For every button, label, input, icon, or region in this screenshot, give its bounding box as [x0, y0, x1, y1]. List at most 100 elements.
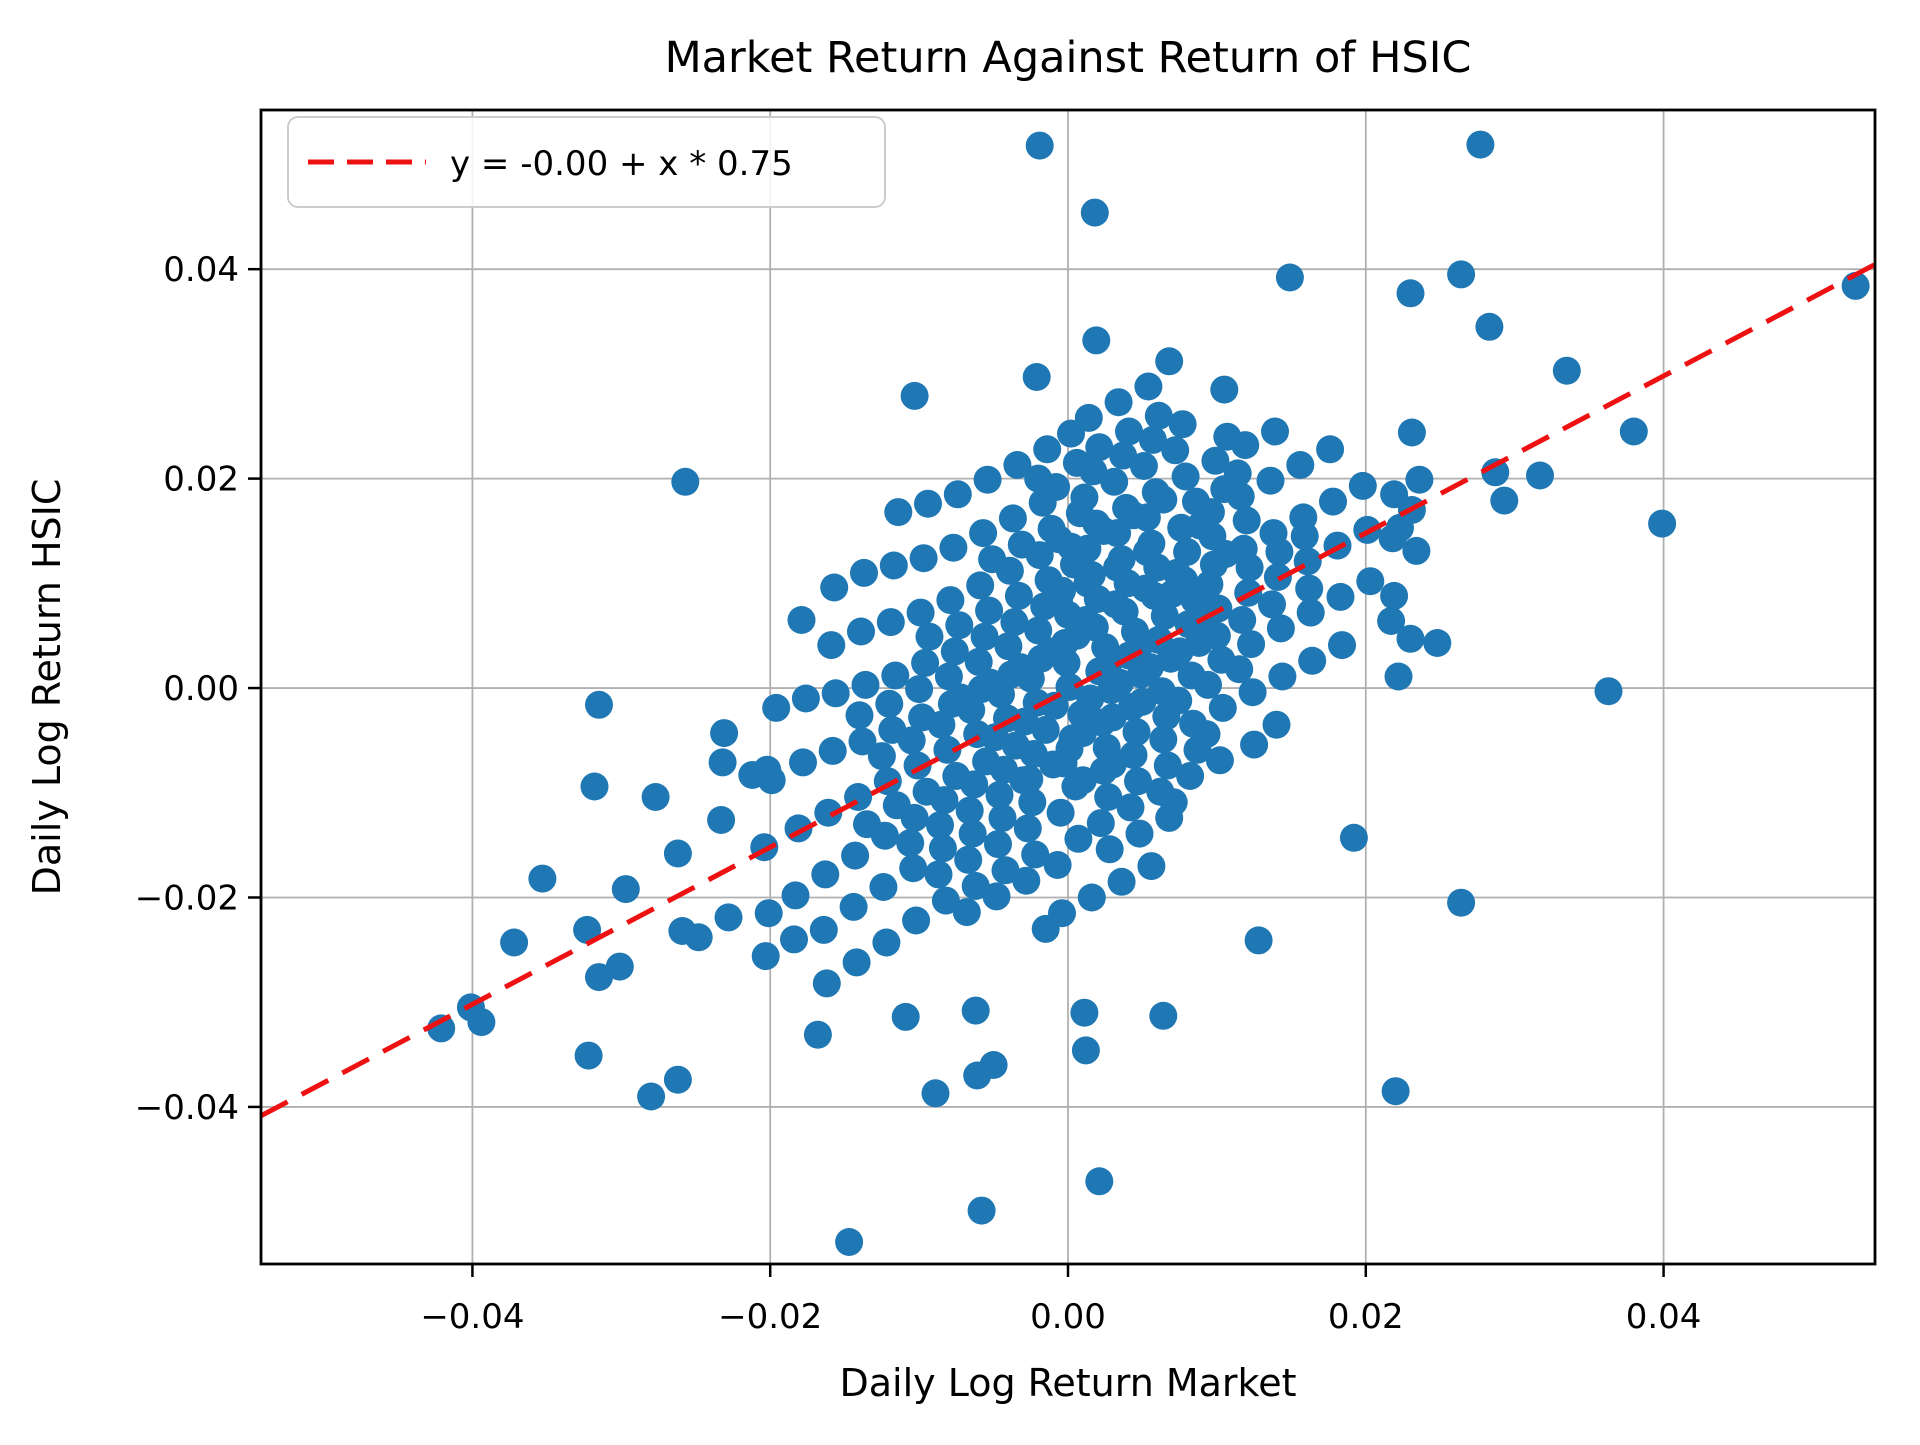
scatter-point — [1348, 471, 1377, 500]
scatter-point — [964, 647, 993, 676]
scatter-point — [867, 742, 896, 771]
scatter-point — [841, 841, 870, 870]
scatter-point — [1298, 646, 1327, 675]
scatter-point — [1073, 569, 1102, 598]
scatter-point — [1240, 730, 1269, 759]
scatter-point — [1052, 648, 1081, 677]
scatter-point — [847, 617, 875, 646]
scatter-point — [1161, 436, 1190, 465]
scatter-point — [1153, 751, 1182, 780]
scatter-point — [926, 811, 954, 840]
x-tick-label: 0.00 — [1030, 1297, 1106, 1337]
scatter-point — [1196, 498, 1225, 527]
scatter-point — [909, 544, 938, 573]
scatter-point — [1085, 1167, 1114, 1196]
scatter-point — [1077, 883, 1106, 912]
scatter-point — [869, 873, 898, 901]
scatter-point — [1149, 725, 1178, 754]
scatter-point — [1138, 425, 1167, 454]
scatter-point — [1149, 485, 1178, 514]
scatter-point — [1149, 1001, 1178, 1030]
scatter-point — [1122, 718, 1151, 746]
scatter-point — [1159, 788, 1188, 817]
scatter-point — [969, 519, 998, 548]
scatter-point — [1021, 840, 1050, 869]
scatter-point — [812, 969, 841, 998]
scatter-point — [1128, 687, 1157, 716]
scatter-point — [940, 637, 969, 666]
scatter-point — [1048, 899, 1076, 928]
y-tick-label: 0.02 — [163, 460, 239, 500]
scatter-points — [427, 130, 1870, 1256]
scatter-point — [1225, 655, 1254, 684]
scatter-point — [1064, 824, 1093, 853]
scatter-point — [803, 1020, 832, 1049]
scatter-point — [1015, 765, 1044, 794]
scatter-point — [1256, 466, 1285, 495]
scatter-point — [1164, 686, 1193, 715]
scatter-point — [1068, 719, 1097, 748]
scatter-point — [1619, 417, 1648, 446]
scatter-point — [1073, 534, 1102, 563]
scatter-point — [1244, 926, 1273, 955]
scatter-point — [1022, 363, 1051, 391]
scatter-point — [851, 670, 880, 699]
scatter-point — [985, 780, 1014, 809]
scatter-point — [1103, 553, 1132, 582]
scatter-point — [936, 586, 965, 615]
scatter-point — [574, 1041, 603, 1070]
scatter-point — [981, 723, 1009, 752]
scatter-point — [1000, 608, 1029, 637]
scatter-point — [1402, 536, 1431, 565]
scatter-point — [1223, 459, 1252, 488]
scatter-point — [1326, 582, 1355, 611]
scatter-point — [1231, 431, 1260, 460]
scatter-point — [1205, 746, 1234, 775]
scatter-point — [585, 963, 613, 992]
scatter-point — [927, 710, 956, 739]
scatter-point — [1024, 616, 1053, 645]
scatter-point — [896, 829, 925, 857]
scatter-point — [1447, 888, 1476, 917]
regression-line — [259, 262, 1877, 1119]
x-axis-ticks: −0.04 −0.02 0.00 0.02 0.04 — [420, 1264, 1701, 1337]
scatter-point — [1210, 375, 1239, 404]
scatter-point — [1070, 998, 1099, 1027]
x-axis-label: Daily Log Return Market — [840, 1361, 1297, 1405]
scatter-point — [787, 606, 816, 634]
scatter-point — [900, 803, 929, 832]
legend-box — [287, 116, 886, 208]
scatter-point — [710, 719, 739, 748]
scatter-point — [427, 1014, 456, 1043]
scatter-point — [966, 571, 995, 600]
scatter-point — [1013, 814, 1042, 843]
scatter-point — [998, 504, 1027, 533]
scatter-point — [1094, 783, 1123, 811]
scatter-point — [1235, 553, 1264, 582]
y-tick-label: −0.02 — [135, 878, 239, 918]
scatter-point — [903, 751, 932, 780]
scatter-point — [1168, 410, 1197, 439]
scatter-point — [955, 796, 984, 825]
scatter-point — [987, 680, 1015, 709]
scatter-point — [982, 882, 1011, 911]
scatter-point — [970, 622, 999, 651]
scatter-point — [1228, 606, 1257, 634]
scatter-point — [791, 684, 820, 713]
legend: y = -0.00 + x * 0.75 — [287, 116, 886, 208]
scatter-point — [928, 834, 957, 863]
scatter-point — [580, 772, 609, 801]
scatter-point — [1173, 537, 1202, 566]
scatter-point — [809, 915, 838, 944]
scatter-point — [1192, 720, 1221, 749]
scatter-point — [1296, 598, 1325, 627]
scatter-point — [960, 770, 989, 799]
scatter-point — [1594, 677, 1623, 706]
scatter-point — [954, 845, 983, 874]
scatter-point — [884, 498, 913, 527]
scatter-point — [1266, 614, 1295, 643]
scatter-point — [707, 806, 736, 834]
scatter-point — [1107, 867, 1136, 896]
scatter-point — [1003, 451, 1032, 479]
scatter-point — [875, 689, 904, 718]
